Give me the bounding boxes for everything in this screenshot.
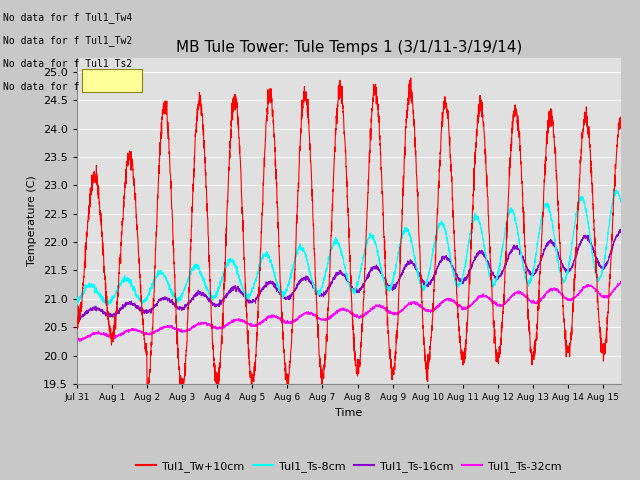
Text: MB_tule: MB_tule: [92, 74, 141, 84]
Y-axis label: Temperature (C): Temperature (C): [28, 175, 37, 266]
Tul1_Tw+10cm: [548, 113, 556, 119]
Line: Tul1_Tw+10cm: Tul1_Tw+10cm: [77, 78, 621, 384]
Tul1_Ts-16cm: [548, 238, 556, 244]
Text: No data for f Tul1_Tw2: No data for f Tul1_Tw2: [3, 35, 132, 46]
Tul1_Ts-16cm: [168, 298, 175, 303]
Text: No data for f Tul1_Ts: No data for f Tul1_Ts: [3, 81, 127, 92]
Line: Tul1_Ts-16cm: Tul1_Ts-16cm: [77, 229, 621, 320]
Tul1_Ts-32cm: [305, 311, 313, 316]
Line: Tul1_Ts-8cm: Tul1_Ts-8cm: [77, 190, 621, 305]
Tul1_Ts-16cm: [135, 305, 143, 311]
Tul1_Ts-8cm: [282, 288, 289, 294]
Tul1_Ts-8cm: [305, 265, 313, 271]
Tul1_Tw+10cm: [407, 75, 415, 81]
Tul1_Ts-32cm: [76, 338, 84, 344]
Tul1_Ts-8cm: [135, 297, 143, 303]
Legend: Tul1_Tw+10cm, Tul1_Ts-8cm, Tul1_Ts-16cm, Tul1_Ts-32cm: Tul1_Tw+10cm, Tul1_Ts-8cm, Tul1_Ts-16cm,…: [132, 456, 566, 476]
Tul1_Ts-8cm: [548, 217, 556, 223]
Tul1_Ts-32cm: [617, 278, 625, 284]
Tul1_Ts-16cm: [617, 228, 625, 233]
Tul1_Ts-8cm: [607, 212, 614, 217]
Tul1_Ts-32cm: [548, 286, 556, 292]
Line: Tul1_Ts-32cm: Tul1_Ts-32cm: [77, 281, 621, 341]
Tul1_Ts-32cm: [607, 292, 614, 298]
Tul1_Ts-32cm: [282, 319, 289, 324]
Tul1_Ts-16cm: [607, 252, 614, 257]
Tul1_Ts-16cm: [616, 227, 624, 232]
Tul1_Ts-8cm: [612, 187, 620, 192]
Tul1_Ts-32cm: [168, 324, 175, 329]
Tul1_Tw+10cm: [282, 362, 289, 368]
Tul1_Ts-32cm: [73, 336, 81, 342]
Tul1_Ts-8cm: [168, 288, 175, 294]
Tul1_Tw+10cm: [143, 381, 151, 387]
Tul1_Ts-32cm: [617, 280, 625, 286]
Tul1_Tw+10cm: [73, 316, 81, 322]
Tul1_Tw+10cm: [168, 197, 175, 203]
Tul1_Ts-16cm: [77, 317, 84, 323]
Tul1_Ts-8cm: [617, 199, 625, 205]
Tul1_Ts-16cm: [282, 294, 289, 300]
Tul1_Ts-16cm: [73, 316, 81, 322]
Tul1_Tw+10cm: [135, 255, 143, 261]
X-axis label: Time: Time: [335, 408, 362, 418]
Tul1_Tw+10cm: [305, 129, 313, 134]
Tul1_Tw+10cm: [607, 265, 614, 271]
Tul1_Ts-8cm: [73, 300, 81, 306]
Tul1_Tw+10cm: [617, 114, 625, 120]
Text: No data for f Tul1_Ts2: No data for f Tul1_Ts2: [3, 58, 132, 69]
Title: MB Tule Tower: Tule Temps 1 (3/1/11-3/19/14): MB Tule Tower: Tule Temps 1 (3/1/11-3/19…: [175, 40, 522, 55]
Text: No data for f Tul1_Tw4: No data for f Tul1_Tw4: [3, 12, 132, 23]
Tul1_Ts-32cm: [135, 329, 143, 335]
Tul1_Ts-16cm: [305, 276, 313, 282]
Tul1_Ts-8cm: [102, 302, 110, 308]
